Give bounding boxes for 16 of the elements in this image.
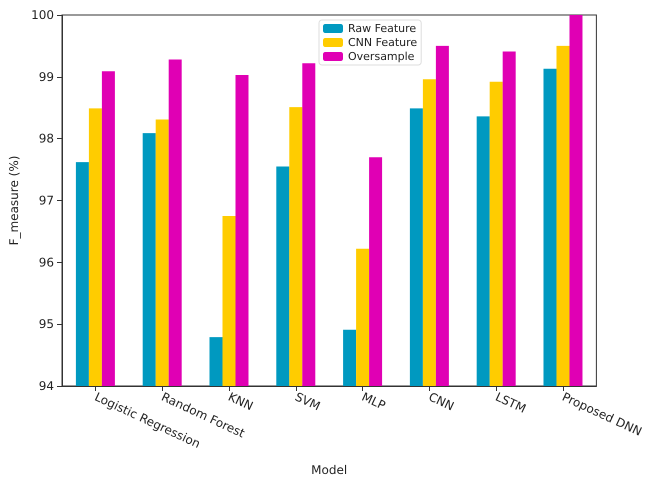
x-tick-label: CNN [426,390,456,414]
x-tick-label: KNN [226,390,256,414]
x-tick-label: MLP [360,390,388,413]
y-tick-label: 98 [38,132,54,146]
y-tick-label: 97 [38,194,54,208]
legend-label: CNN Feature [348,36,418,49]
x-axis-title: Model [311,463,348,477]
y-axis-title: F_measure (%) [7,156,22,246]
y-tick-label: 94 [38,379,54,393]
y-tick-label: 100 [31,8,54,22]
y-tick-label: 95 [38,317,54,332]
y-tick-label: 96 [38,255,54,270]
legend-label: Raw Feature [348,22,416,35]
legend-label: Oversample [348,50,415,63]
x-tick-label: SVM [292,390,322,414]
y-tick-label: 99 [38,70,54,84]
